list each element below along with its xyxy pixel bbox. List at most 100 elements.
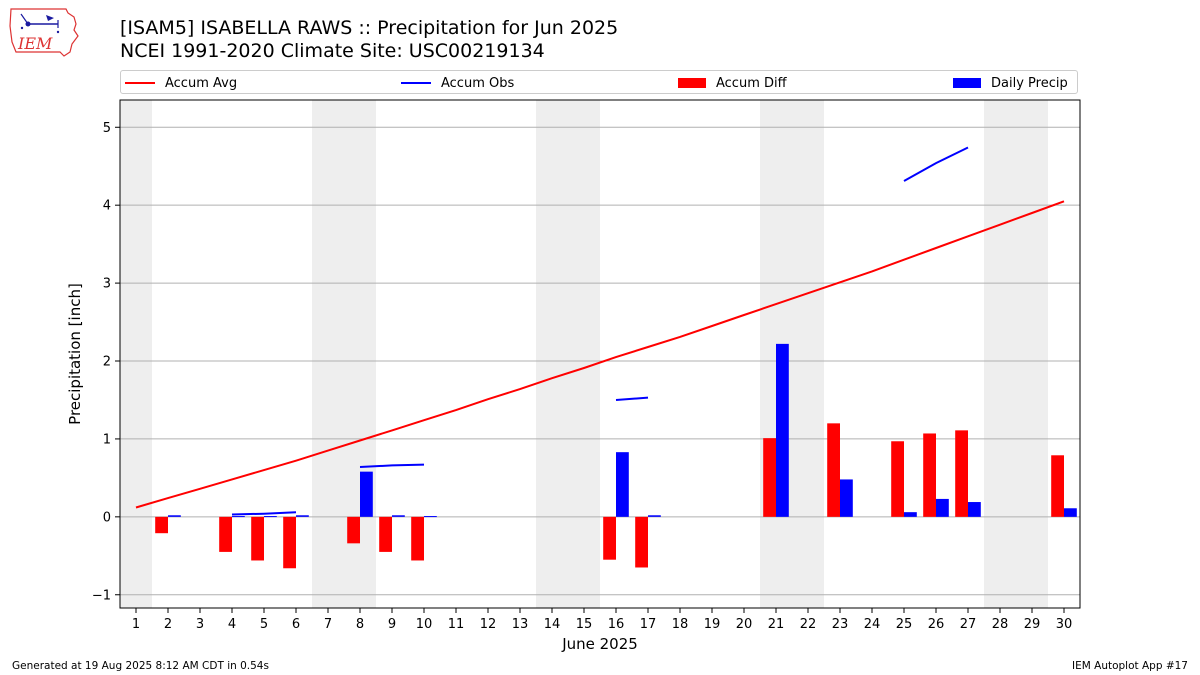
legend-label-daily-precip: Daily Precip — [991, 75, 1068, 91]
accum-diff-bar-day-5 — [251, 516, 264, 561]
x-tick-label: 26 — [928, 617, 945, 632]
x-tick-label: 10 — [416, 617, 433, 632]
accum-diff-bar-day-30 — [1051, 455, 1064, 517]
x-tick-label: 8 — [356, 617, 364, 632]
accum-diff-bar-day-27 — [955, 430, 968, 517]
x-tick-label: 5 — [260, 617, 268, 632]
x-tick-label: 17 — [640, 617, 657, 632]
legend-item-accum-obs: Accum Obs — [401, 74, 514, 92]
legend-swatch-accum-diff — [678, 78, 706, 88]
x-tick-label: 21 — [768, 617, 785, 632]
y-tick-label: 2 — [103, 355, 111, 370]
y-tick-label: −1 — [92, 588, 111, 603]
accum-obs-line-segment-1 — [231, 511, 297, 516]
legend-label-accum-avg: Accum Avg — [165, 75, 238, 91]
x-tick-label: 3 — [196, 617, 204, 632]
y-tick-label: 3 — [103, 277, 111, 292]
daily-precip-bar-day-17 — [648, 515, 661, 517]
daily-precip-bar-day-16 — [616, 452, 629, 517]
daily-precip-bar-day-2 — [168, 515, 181, 517]
y-tick-label: 5 — [103, 121, 111, 136]
daily-precip-bar-day-21 — [776, 343, 789, 517]
accum-diff-bar-day-17 — [635, 516, 648, 568]
legend-swatch-accum-avg — [125, 82, 155, 84]
accum-diff-bar-day-16 — [603, 516, 616, 560]
accum-avg-line-segment-1 — [135, 200, 1065, 509]
x-tick-label: 30 — [1056, 617, 1073, 632]
x-tick-label: 6 — [292, 617, 300, 632]
x-tick-label: 24 — [864, 617, 881, 632]
daily-precip-bar-day-25 — [904, 512, 917, 517]
accum-diff-bar-day-4 — [219, 516, 232, 552]
accum-diff-bar-day-26 — [923, 433, 936, 517]
legend-item-daily-precip: Daily Precip — [953, 74, 1068, 92]
weekend-shade-4 — [760, 100, 824, 608]
y-axis-label: Precipitation [inch] — [66, 283, 84, 425]
x-tick-label: 23 — [832, 617, 849, 632]
y-tick-label: 4 — [103, 199, 111, 214]
x-tick-label: 9 — [388, 617, 396, 632]
plot-frame — [119, 99, 1081, 609]
accum-diff-bar-day-9 — [379, 516, 392, 552]
legend-label-accum-obs: Accum Obs — [441, 75, 515, 91]
x-tick-label: 28 — [992, 617, 1009, 632]
iem-logo: IEM — [9, 8, 79, 57]
legend-swatch-daily-precip — [953, 78, 981, 88]
x-tick-label: 18 — [672, 617, 689, 632]
legend-label-accum-diff: Accum Diff — [716, 75, 787, 91]
accum-obs-line-segment-3 — [615, 396, 649, 401]
x-tick-label: 20 — [736, 617, 753, 632]
legend-item-accum-avg: Accum Avg — [125, 74, 237, 92]
accum-diff-bar-day-2 — [155, 516, 168, 534]
accum-diff-bar-day-25 — [891, 441, 904, 517]
daily-precip-bar-day-8 — [360, 471, 373, 517]
x-tick-label: 19 — [704, 617, 721, 632]
x-tick-label: 2 — [164, 617, 172, 632]
x-tick-label: 14 — [544, 617, 561, 632]
accum-diff-bar-day-10 — [411, 516, 424, 561]
daily-precip-bar-day-10 — [424, 516, 437, 518]
chart-title: [ISAM5] ISABELLA RAWS :: Precipitation f… — [120, 17, 619, 39]
weather-station-icon — [20, 13, 60, 34]
daily-precip-bar-day-4 — [232, 516, 245, 518]
daily-precip-bar-day-9 — [392, 515, 405, 517]
x-tick-label: 11 — [448, 617, 465, 632]
generated-timestamp: Generated at 19 Aug 2025 8:12 AM CDT in … — [12, 660, 269, 672]
accum-obs-line-segment-2 — [359, 463, 425, 468]
accum-diff-bar-day-23 — [827, 423, 840, 517]
x-tick-label: 4 — [228, 617, 236, 632]
x-tick-label: 22 — [800, 617, 817, 632]
x-tick-label: 25 — [896, 617, 913, 632]
accum-diff-bar-day-6 — [283, 516, 296, 569]
daily-precip-bar-day-30 — [1064, 508, 1077, 517]
chart-subtitle: NCEI 1991-2020 Climate Site: USC00219134 — [120, 40, 545, 62]
x-tick-label: 29 — [1024, 617, 1041, 632]
accum-diff-bar-day-21 — [763, 438, 776, 517]
x-tick-label: 16 — [608, 617, 625, 632]
weekend-shade-2 — [312, 100, 376, 608]
daily-precip-bar-day-5 — [264, 516, 277, 518]
weekend-shade-3 — [536, 100, 600, 608]
daily-precip-bar-day-23 — [840, 479, 853, 517]
logo-text: IEM — [17, 34, 53, 53]
daily-precip-bar-day-26 — [936, 498, 949, 517]
app-credit: IEM Autoplot App #17 — [1072, 660, 1188, 672]
weekend-shade-1 — [120, 100, 152, 608]
x-axis-label: June 2025 — [561, 635, 638, 653]
y-tick-label: 1 — [103, 432, 111, 447]
x-tick-label: 15 — [576, 617, 593, 632]
y-tick-label: 0 — [103, 510, 111, 525]
legend-swatch-accum-obs — [401, 82, 431, 84]
accum-obs-line-segment-4 — [903, 146, 969, 182]
weekend-shade-5 — [984, 100, 1048, 608]
x-tick-label: 27 — [960, 617, 977, 632]
chart-legend: Accum Avg Accum Obs Accum Diff Daily Pre… — [120, 70, 1078, 94]
legend-item-accum-diff: Accum Diff — [678, 74, 787, 92]
accum-diff-bar-day-8 — [347, 516, 360, 544]
x-tick-label: 13 — [512, 617, 529, 632]
daily-precip-bar-day-27 — [968, 502, 981, 517]
x-tick-label: 7 — [324, 617, 332, 632]
x-tick-label: 1 — [132, 617, 140, 632]
daily-precip-bar-day-6 — [296, 515, 309, 517]
